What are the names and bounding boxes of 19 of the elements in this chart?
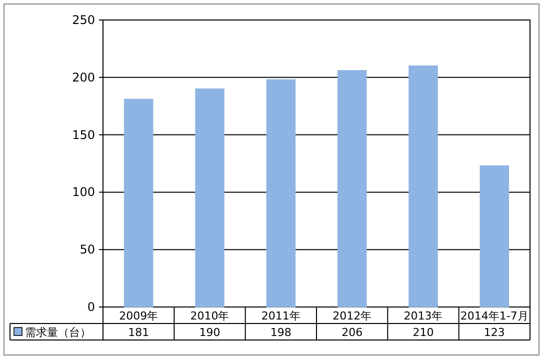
y-tick-label: 100	[72, 185, 95, 200]
x-tick-label: 2011年	[261, 310, 300, 322]
data-label: 198	[270, 326, 292, 339]
x-tick-label: 2009年	[119, 310, 158, 322]
data-label: 123	[484, 326, 505, 339]
data-label: 181	[128, 326, 150, 339]
data-label: 190	[199, 326, 220, 339]
x-tick-label: 2014年1-7月	[460, 310, 528, 322]
y-tick-label: 200	[72, 70, 95, 84]
y-tick-label: 150	[72, 128, 95, 142]
x-tick-label: 2013年	[404, 310, 443, 322]
y-tick-label: 0	[87, 300, 95, 314]
data-label: 206	[342, 326, 363, 339]
y-tick-label: 250	[72, 13, 95, 27]
x-tick-label: 2012年	[332, 310, 372, 322]
legend-label: 需求量（台）	[25, 326, 91, 339]
data-label: 210	[412, 326, 434, 339]
y-tick-label: 50	[80, 242, 95, 257]
x-tick-label: 2010年	[190, 310, 230, 322]
